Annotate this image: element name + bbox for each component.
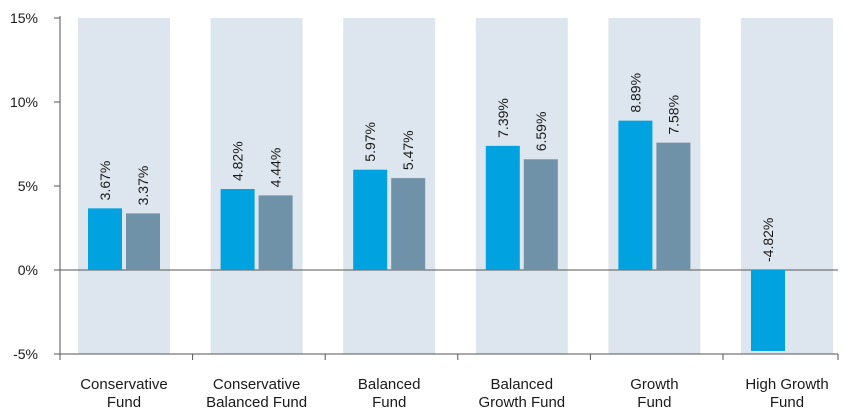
bar-value-label: -4.82%: [760, 218, 776, 262]
bar-value-label: 7.58%: [665, 95, 681, 135]
category-label: Growth: [630, 376, 678, 393]
bar: [126, 213, 160, 270]
bar: [751, 270, 785, 351]
bar-value-label: 5.97%: [362, 122, 378, 162]
category-label: High Growth: [745, 376, 828, 393]
y-tick-label: 10%: [10, 94, 38, 110]
bar-value-label: 5.47%: [400, 130, 416, 170]
category-label: Growth Fund: [478, 394, 565, 411]
bar: [618, 121, 652, 270]
category-label: Conservative: [80, 376, 168, 393]
category-label: Fund: [372, 394, 406, 411]
bar: [353, 170, 387, 270]
bar: [88, 208, 122, 270]
bar: [391, 178, 425, 270]
category-label: Fund: [637, 394, 671, 411]
bar-value-label: 3.67%: [97, 161, 113, 201]
bar: [524, 159, 558, 270]
category-label: Balanced Fund: [206, 394, 307, 411]
bar-value-label: 3.37%: [135, 166, 151, 206]
category-label: Balanced: [358, 376, 421, 393]
bar-value-label: 4.82%: [230, 141, 246, 181]
bar-value-label: 4.44%: [268, 148, 284, 188]
category-bands: [78, 18, 833, 354]
y-tick-label: -5%: [13, 346, 38, 362]
y-tick-label: 15%: [10, 10, 38, 26]
category-band: [211, 18, 303, 354]
category-label: Conservative: [213, 376, 301, 393]
bar-value-label: 7.39%: [495, 98, 511, 138]
bar: [486, 146, 520, 270]
bar: [221, 189, 255, 270]
bar: [259, 195, 293, 270]
bar-value-label: 6.59%: [533, 112, 549, 152]
category-label: Fund: [107, 394, 141, 411]
y-tick-label: 0%: [18, 262, 38, 278]
y-tick-label: 5%: [18, 178, 38, 194]
bar-value-label: 8.89%: [627, 73, 643, 113]
category-label: Fund: [770, 394, 804, 411]
bar: [656, 143, 690, 270]
category-label: Balanced: [491, 376, 554, 393]
category-band: [78, 18, 170, 354]
